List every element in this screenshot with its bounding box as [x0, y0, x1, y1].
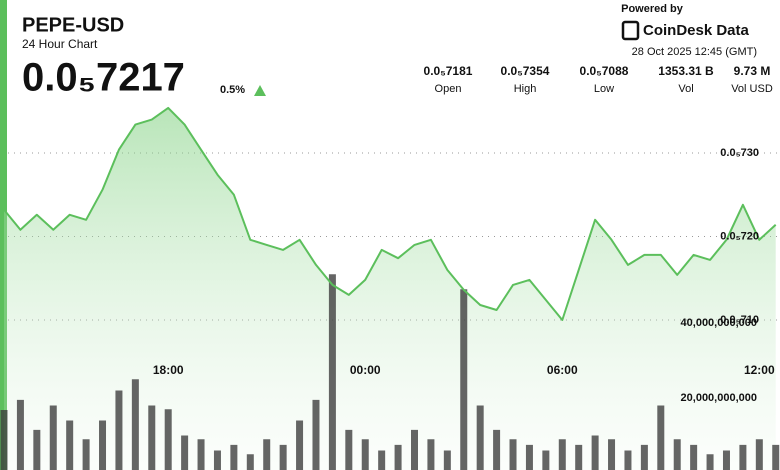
volume-bar	[476, 405, 484, 470]
volume-bar	[66, 420, 74, 470]
stat-value: 0.0₅7354	[501, 64, 550, 78]
volume-bar	[246, 454, 254, 470]
volume-bar	[361, 439, 369, 470]
volume-bar	[279, 444, 287, 470]
volume-bar	[493, 429, 501, 470]
accent-bar	[0, 0, 7, 470]
volume-bar	[575, 444, 583, 470]
stat-label: Low	[594, 83, 614, 95]
volume-bar	[164, 409, 172, 470]
volume-bar	[706, 454, 714, 470]
stat-label: Open	[435, 83, 462, 95]
stat-value: 0.0₅7181	[424, 64, 473, 78]
volume-bar	[394, 444, 402, 470]
volume-bar	[690, 444, 698, 470]
volume-bar	[328, 274, 336, 470]
volume-bar	[378, 450, 386, 470]
x-tick-label: 18:00	[153, 363, 184, 377]
stat-value: 0.0₅7088	[580, 64, 629, 78]
y2-tick-label: 20,000,000,000	[681, 392, 757, 404]
volume-bar	[443, 450, 451, 470]
volume-bar	[460, 289, 468, 470]
volume-bar	[509, 439, 517, 470]
y2-tick-label: 40,000,000,000	[681, 317, 757, 329]
volume-bar	[99, 420, 107, 470]
volume-bar	[33, 429, 41, 470]
x-tick-label: 00:00	[350, 363, 381, 377]
chart-subtitle: 24 Hour Chart	[22, 37, 98, 51]
x-tick-label: 12:00	[744, 363, 775, 377]
volume-bar	[673, 439, 681, 470]
y-tick-label: 0.0₅710	[720, 314, 759, 326]
brand: CoinDesk Data	[643, 22, 750, 39]
price-line	[3, 106, 777, 321]
volume-bar	[345, 429, 353, 470]
volume-bar	[0, 410, 8, 470]
stat-value: 9.73 M	[734, 64, 771, 78]
volume-bar	[263, 439, 271, 470]
up-arrow	[254, 85, 266, 96]
price: 0.0₅7217	[22, 56, 185, 100]
change: 0.5%	[220, 84, 245, 96]
area	[4, 107, 776, 470]
volume-bar	[115, 390, 123, 470]
timestamp: 28 Oct 2025 12:45 (GMT)	[632, 46, 757, 58]
volume-bar	[591, 435, 599, 470]
volume-bar	[16, 399, 24, 470]
volume-bar	[624, 450, 632, 470]
volume-bar	[608, 439, 616, 470]
volume-bar	[131, 379, 139, 470]
volume-bar	[411, 429, 418, 470]
volume-bar	[197, 439, 205, 470]
volume-bar	[657, 405, 665, 470]
volume-bar	[181, 435, 189, 470]
volume-bar	[213, 450, 221, 470]
chart-title: PEPE-USD	[22, 14, 124, 36]
volume-bar	[49, 405, 57, 470]
volume-bar	[312, 399, 320, 470]
volume-bar	[640, 444, 648, 470]
stat-label: Vol USD	[731, 83, 773, 95]
y-tick-label: 0.0₅720	[720, 230, 759, 242]
volume-bar	[542, 450, 550, 470]
volume-bar	[755, 439, 763, 470]
stat-label: Vol	[678, 83, 693, 95]
volume-bar	[82, 439, 90, 470]
volume-bar	[296, 420, 304, 470]
volume-bar	[558, 439, 566, 470]
stat-label: High	[514, 83, 537, 95]
brand-logo	[621, 20, 640, 41]
volume-bar	[427, 439, 435, 470]
powered-by: Powered by	[621, 3, 684, 15]
volume-bar	[772, 444, 780, 470]
volume-bar	[722, 450, 730, 470]
stat-value: 1353.31 B	[658, 64, 714, 78]
volume-bar	[230, 444, 238, 470]
x-tick-label: 06:00	[547, 363, 578, 377]
volume-bar	[739, 444, 747, 470]
volume-bar	[525, 444, 533, 470]
volume-bar	[148, 405, 156, 470]
y-tick-label: 0.0₅730	[720, 147, 759, 159]
